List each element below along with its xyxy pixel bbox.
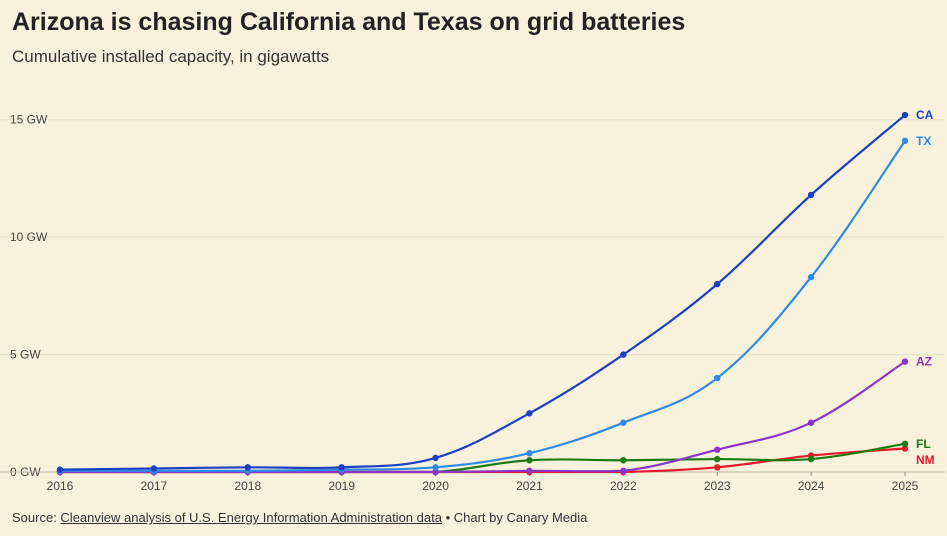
data-point-ca-2018 <box>244 464 251 471</box>
series-label-tx: TX <box>916 134 931 148</box>
x-tick-label: 2020 <box>422 479 449 493</box>
data-point-ca-2020 <box>432 454 439 462</box>
chart-footer: Source: Cleanview analysis of U.S. Energ… <box>12 510 587 525</box>
data-point-fl-2022 <box>620 457 627 464</box>
x-tick-label: 2021 <box>516 479 543 493</box>
x-tick-label: 2024 <box>798 479 825 493</box>
data-point-nm-2025 <box>901 445 909 452</box>
series-line-az <box>58 360 907 474</box>
x-tick-label: 2016 <box>47 479 74 493</box>
data-point-az-2020 <box>432 468 439 476</box>
data-point-ca-2025 <box>901 111 909 119</box>
data-point-az-2021 <box>526 467 533 475</box>
series-line-tx <box>58 139 907 473</box>
x-tick-label: 2019 <box>328 479 355 493</box>
data-point-az-2024 <box>807 419 815 426</box>
x-tick-label: 2018 <box>234 479 261 493</box>
data-point-ca-2016 <box>56 466 64 473</box>
series-line-ca <box>58 113 907 471</box>
data-point-ca-2024 <box>807 191 815 199</box>
data-point-tx-2020 <box>432 464 439 471</box>
data-point-tx-2025 <box>901 137 909 145</box>
chart-title: Arizona is chasing California and Texas … <box>12 8 686 36</box>
data-point-nm-2023 <box>714 464 721 471</box>
data-point-az-2023 <box>714 446 721 453</box>
data-point-tx-2021 <box>526 450 533 457</box>
chart-subtitle: Cumulative installed capacity, in gigawa… <box>12 47 330 66</box>
data-point-fl-2023 <box>714 455 721 463</box>
series-label-nm: NM <box>916 453 935 467</box>
x-tick-label: 2017 <box>141 479 168 493</box>
data-point-tx-2024 <box>807 273 815 281</box>
source-prefix: Source: <box>12 510 61 525</box>
source-link[interactable]: Cleanview analysis of U.S. Energy Inform… <box>60 510 442 525</box>
data-point-ca-2022 <box>620 351 627 358</box>
data-point-ca-2023 <box>714 280 721 288</box>
series-label-ca: CA <box>916 108 934 122</box>
y-tick-label: 15 GW <box>10 113 48 127</box>
x-tick-label: 2025 <box>892 479 919 493</box>
data-point-ca-2019 <box>338 464 345 471</box>
y-tick-label: 5 GW <box>10 348 41 362</box>
data-point-fl-2024 <box>807 455 815 463</box>
data-point-az-2022 <box>620 467 627 475</box>
series-label-az: AZ <box>916 355 932 369</box>
chart-credit: • Chart by Canary Media <box>441 510 588 525</box>
data-point-fl-2025 <box>901 440 909 448</box>
data-point-ca-2021 <box>526 410 533 417</box>
data-point-ca-2017 <box>150 465 158 472</box>
data-point-tx-2022 <box>620 419 627 426</box>
y-tick-label: 10 GW <box>10 230 48 244</box>
x-tick-label: 2023 <box>704 479 731 493</box>
x-tick-label: 2022 <box>610 479 637 493</box>
series-label-fl: FL <box>916 437 931 451</box>
data-point-fl-2021 <box>526 457 533 464</box>
data-point-az-2025 <box>901 358 909 365</box>
data-point-tx-2023 <box>714 374 721 382</box>
